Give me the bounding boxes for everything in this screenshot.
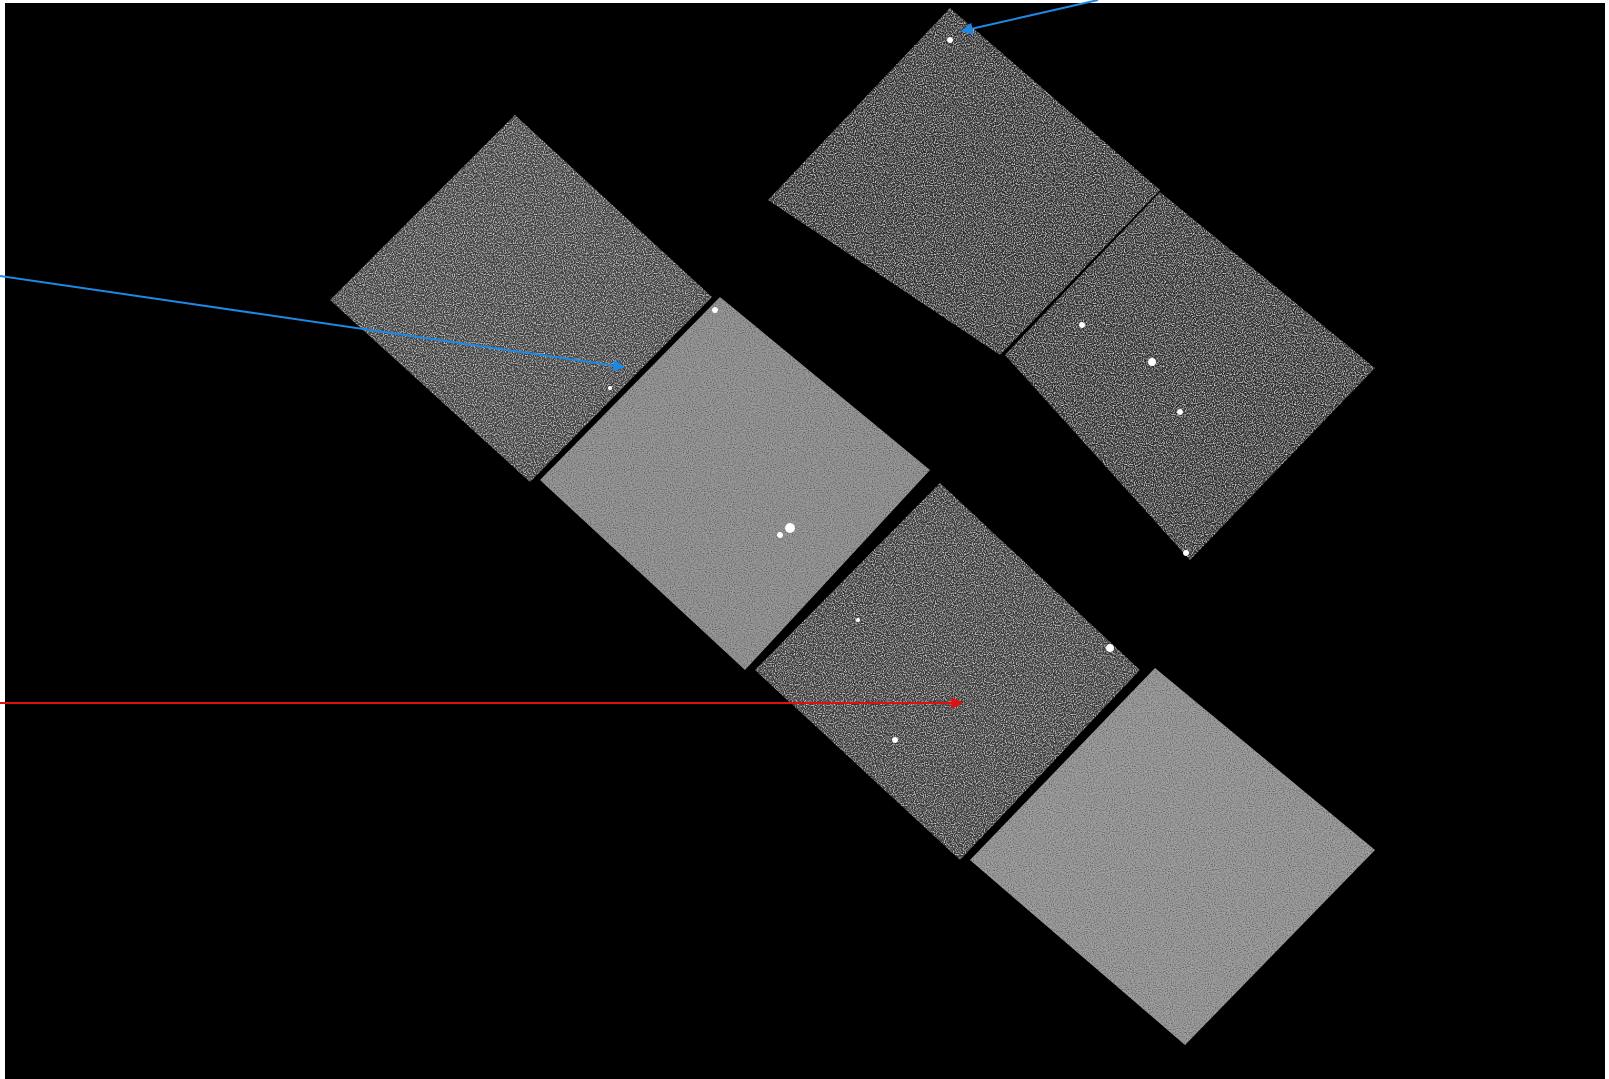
image-frame (0, 0, 1609, 1079)
detector-image (0, 0, 1609, 1079)
